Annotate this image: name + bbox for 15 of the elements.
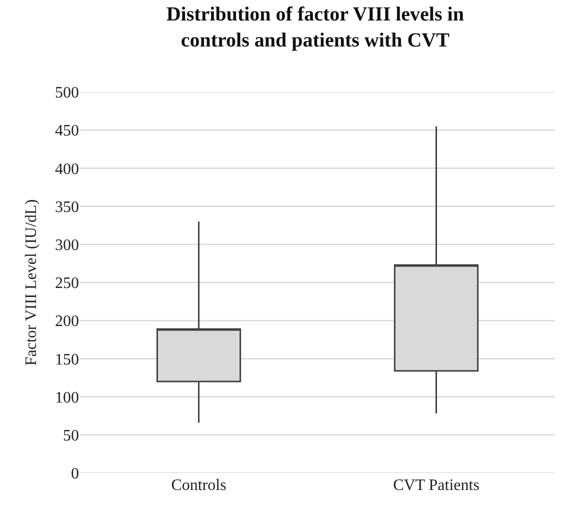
y-tick-label: 0 bbox=[71, 466, 79, 483]
y-tick-label: 300 bbox=[55, 237, 79, 254]
y-tick-label: 450 bbox=[55, 122, 79, 140]
y-tick-label: 150 bbox=[55, 351, 79, 368]
x-tick-label: Controls bbox=[171, 477, 226, 494]
y-tick-label: 200 bbox=[55, 313, 79, 330]
chart-title: Distribution of factor VIII levels in controls and patients with CVT bbox=[166, 4, 464, 52]
y-tick-label: 350 bbox=[55, 198, 79, 216]
y-tick-label: 500 bbox=[55, 84, 79, 102]
x-tick-label: CVT Patients bbox=[393, 477, 480, 494]
y-tick-label: 100 bbox=[55, 389, 79, 406]
y-axis-title: Factor VIII Level (IU/dL) bbox=[22, 199, 40, 366]
y-tick-label: 400 bbox=[55, 160, 79, 178]
y-tick-label: 50 bbox=[63, 428, 79, 444]
y-tick-label: 250 bbox=[55, 275, 79, 292]
